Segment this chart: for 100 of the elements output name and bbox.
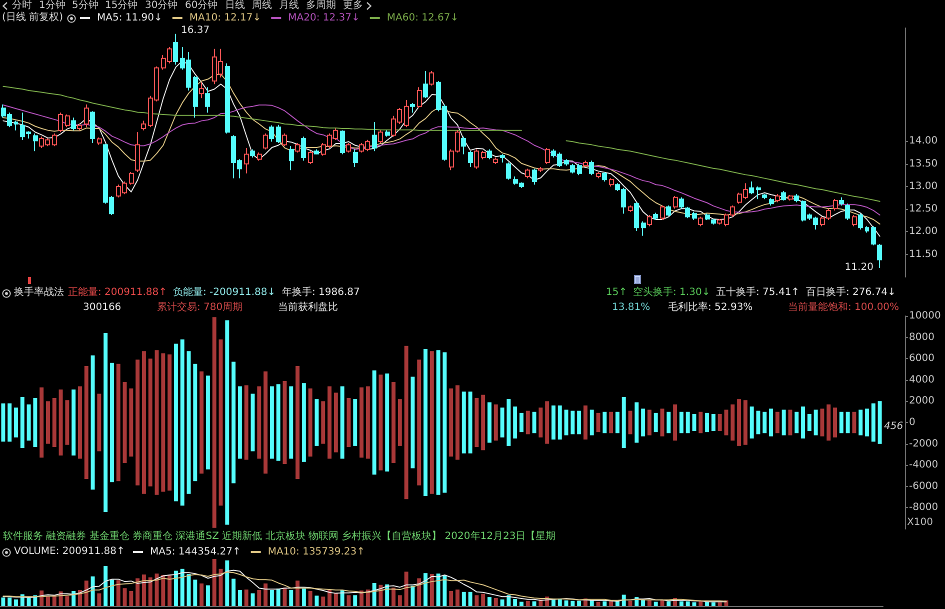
- bar: [142, 574, 146, 606]
- bar: [136, 578, 140, 606]
- candlestick: [717, 218, 722, 225]
- bar: [161, 574, 166, 606]
- bar: [168, 575, 172, 606]
- bar: [97, 593, 102, 606]
- candlestick: [269, 124, 274, 142]
- y-tick-label: 12.00: [909, 226, 938, 238]
- bar: [442, 574, 447, 606]
- bar: [577, 600, 582, 606]
- candlestick: [276, 124, 281, 144]
- candlestick: [577, 163, 582, 176]
- bar: [564, 600, 568, 606]
- text: 月线: [279, 0, 299, 12]
- chart-title: (日线 前复权): [2, 12, 63, 24]
- candlestick: [775, 194, 780, 203]
- bar: [238, 590, 242, 606]
- bar: [122, 588, 127, 606]
- bar: [609, 601, 614, 606]
- bar: [264, 583, 268, 606]
- candlestick: [346, 142, 351, 153]
- bar: [8, 598, 12, 606]
- legend-label: MA60: 12.67↓: [386, 12, 459, 24]
- candlestick: [340, 130, 345, 155]
- bar: [641, 600, 646, 606]
- bar: [417, 578, 422, 606]
- candlestick: [711, 218, 716, 225]
- bar: [148, 577, 152, 606]
- bar: [65, 596, 70, 606]
- y-tick-label: 13.50: [909, 158, 938, 170]
- bar: [468, 592, 472, 606]
- candlestick: [532, 168, 537, 186]
- bar: [692, 602, 696, 606]
- candlestick: [71, 117, 76, 131]
- candlestick: [679, 196, 684, 210]
- candlestick: [583, 160, 588, 168]
- candlestick: [769, 198, 774, 206]
- candlestick: [545, 147, 550, 164]
- candlestick: [423, 70, 428, 99]
- candlestick: [52, 132, 57, 147]
- bar: [481, 594, 486, 606]
- bar: [686, 601, 690, 606]
- candlestick: [481, 150, 486, 160]
- bar: [334, 592, 338, 606]
- candlestick: [84, 104, 89, 128]
- bar: [257, 590, 262, 606]
- line-series: [2, 104, 880, 216]
- candlestick: [506, 162, 511, 180]
- bar: [328, 590, 332, 606]
- candlestick: [794, 194, 799, 203]
- text: 60分钟: [185, 0, 218, 12]
- candlestick: [634, 202, 639, 232]
- candlestick: [749, 180, 754, 195]
- bar: [488, 597, 492, 606]
- candlestick: [673, 195, 678, 210]
- bar: [46, 596, 50, 606]
- candlestick: [173, 33, 178, 66]
- bar: [385, 584, 390, 606]
- text: 更多: [343, 0, 363, 12]
- bar: [321, 596, 326, 606]
- bar: [360, 590, 364, 606]
- candlestick: [65, 114, 70, 128]
- candlestick: [685, 206, 690, 219]
- candlestick: [877, 243, 882, 268]
- candlestick: [14, 120, 18, 131]
- candlestick: [564, 158, 569, 166]
- candlestick: [301, 136, 306, 162]
- bar: [430, 574, 434, 606]
- candlestick: [833, 198, 838, 211]
- bar: [174, 570, 178, 606]
- bar: [244, 590, 248, 606]
- candlestick: [641, 220, 646, 236]
- candlestick: [839, 196, 844, 206]
- bar: [225, 560, 230, 606]
- y-tick-label: 13.00: [909, 180, 938, 192]
- candlestick: [653, 212, 658, 220]
- legend-label: MA10: 135739.23↑: [268, 546, 366, 558]
- bar: [506, 595, 511, 606]
- candlestick: [762, 194, 767, 200]
- bar: [270, 590, 274, 606]
- candlestick: [199, 82, 204, 99]
- bar: [212, 559, 216, 606]
- candlestick: [596, 171, 601, 179]
- text: 5分钟: [72, 0, 98, 12]
- candlestick: [141, 120, 146, 131]
- bar: [372, 582, 376, 606]
- candlestick: [871, 226, 876, 246]
- candlestick: [570, 163, 575, 174]
- text: 1分钟: [39, 0, 66, 12]
- bar: [392, 588, 396, 606]
- candlestick: [474, 148, 479, 170]
- bar: [302, 588, 306, 606]
- bar: [520, 602, 524, 606]
- legend-label: MA20: 12.37↓: [288, 12, 360, 24]
- bar: [666, 601, 671, 606]
- bar: [104, 566, 108, 606]
- bar: [206, 585, 210, 606]
- candlestick: [225, 62, 230, 134]
- candlestick: [282, 132, 287, 147]
- bar: [116, 580, 120, 606]
